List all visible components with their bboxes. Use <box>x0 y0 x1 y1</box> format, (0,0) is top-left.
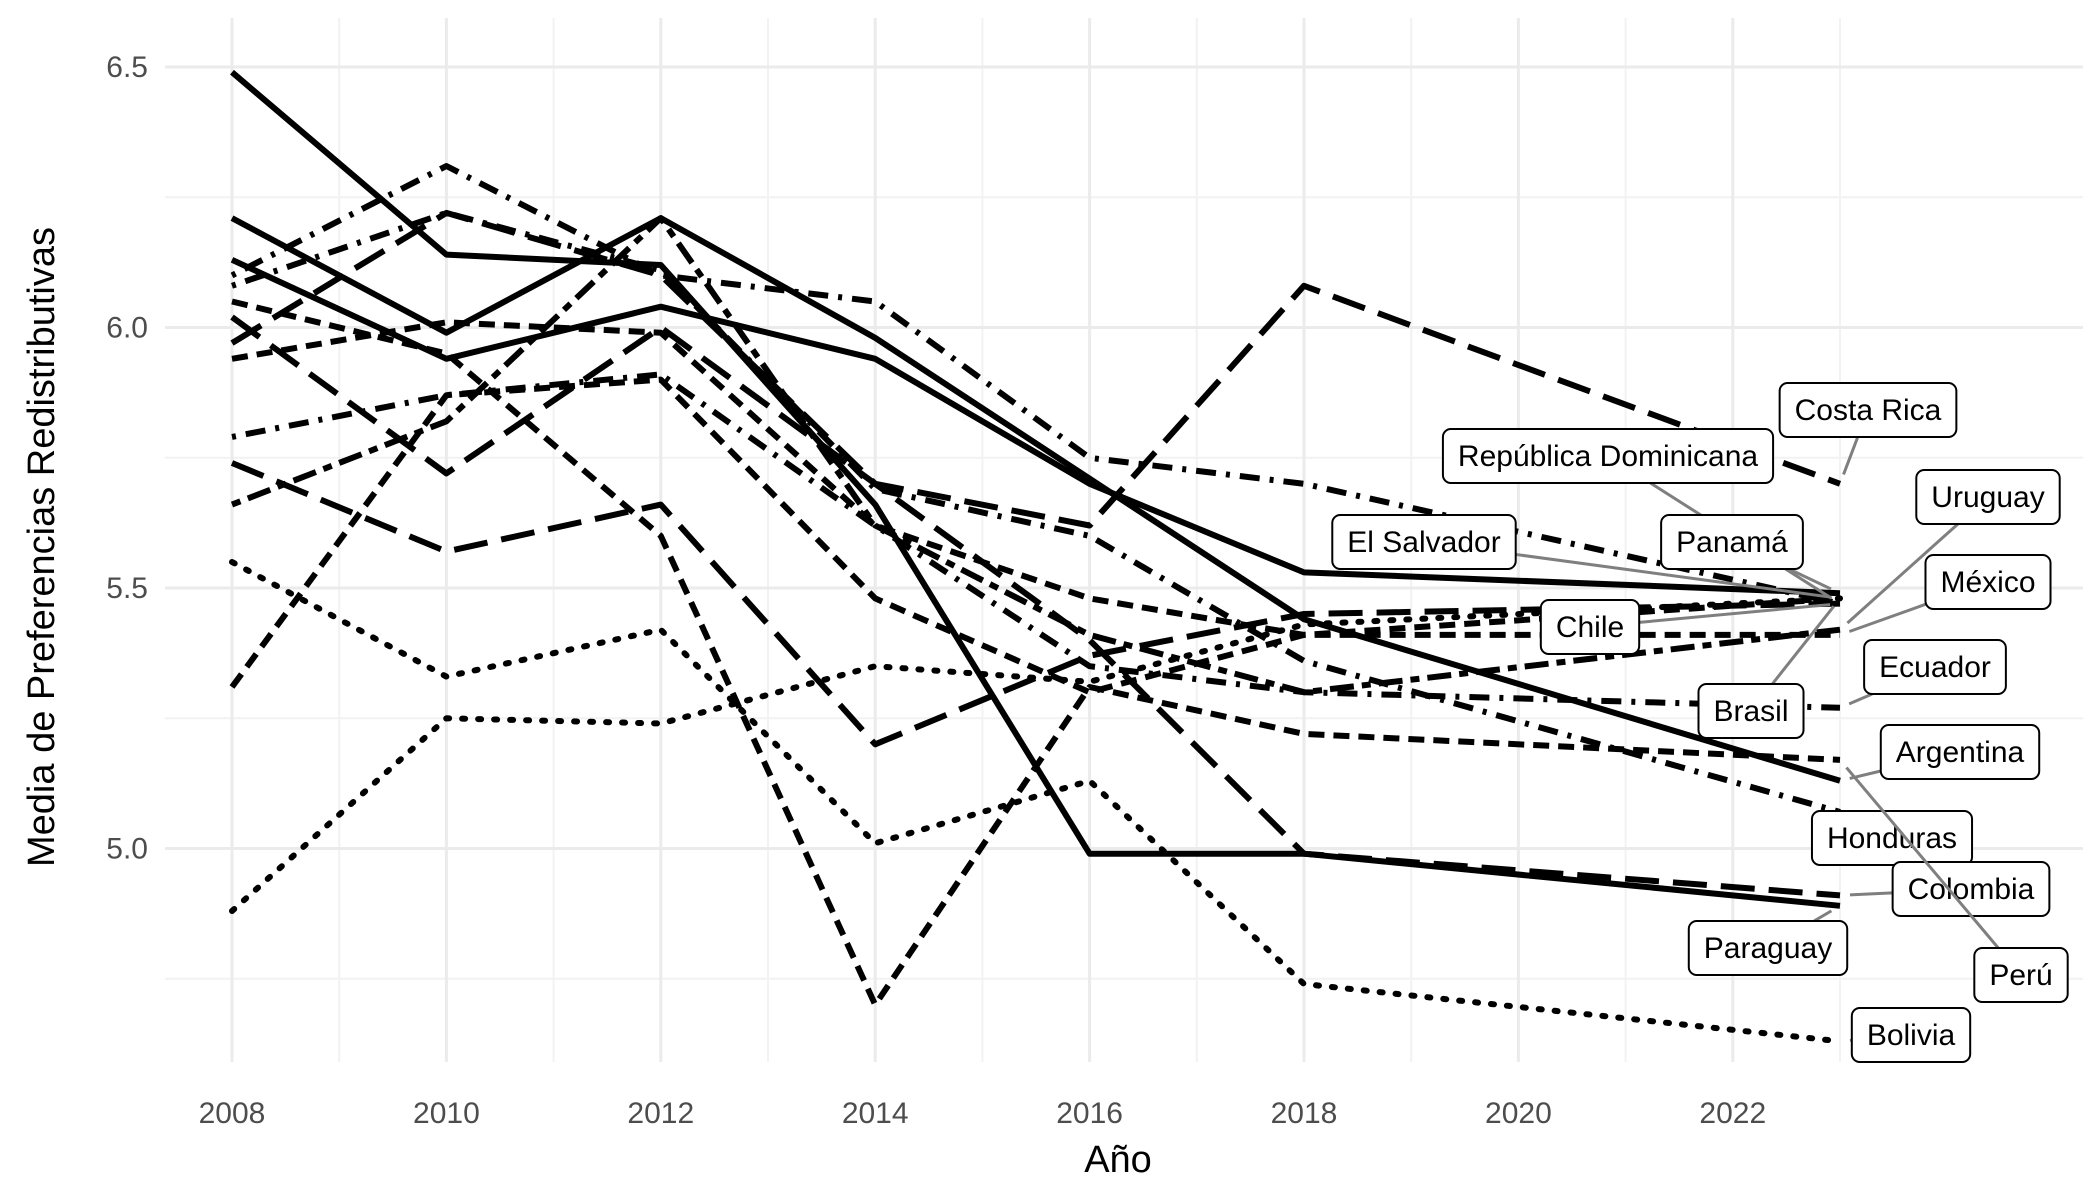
label-bolivia: Bolivia <box>1850 1007 1972 1063</box>
y-axis-ticks: 5.0 5.5 6.0 6.5 <box>106 51 148 866</box>
label-box <box>1539 599 1641 655</box>
label-box <box>1810 810 1974 866</box>
x-tick-label: 2016 <box>1056 1097 1123 1130</box>
label-text: Costa Rica <box>1795 394 1942 427</box>
label-text: Colombia <box>1908 873 2035 906</box>
label-box <box>1778 382 1958 438</box>
y-tick-label: 5.0 <box>106 833 148 866</box>
label-box <box>1863 639 2007 695</box>
series-lines <box>229 69 1843 1045</box>
label-leader-line <box>1813 909 1833 923</box>
series-line-ecuador <box>231 371 1841 711</box>
label-text: Panamá <box>1676 526 1788 559</box>
series-line-argentina <box>230 215 1841 784</box>
label-leader-line <box>1788 567 1832 591</box>
label-box <box>1660 514 1804 570</box>
x-tick-label: 2020 <box>1485 1097 1552 1130</box>
label-box <box>1973 947 2069 1003</box>
label-república-dominicana: República Dominicana <box>1441 428 1775 484</box>
x-tick-label: 2008 <box>199 1097 266 1130</box>
label-brasil: Brasil <box>1697 683 1805 739</box>
label-méxico: México <box>1924 554 2052 610</box>
label-text: Uruguay <box>1931 481 2044 514</box>
series-line-chile <box>230 460 1841 748</box>
label-text: Honduras <box>1827 822 1957 855</box>
label-perú: Perú <box>1973 947 2069 1003</box>
label-chile: Chile <box>1539 599 1641 655</box>
label-leader-line <box>1515 552 1831 599</box>
label-text: República Dominicana <box>1458 440 1758 473</box>
label-box <box>1915 469 2061 525</box>
label-text: Ecuador <box>1879 651 1991 684</box>
label-text: Paraguay <box>1704 932 1832 965</box>
y-tick-label: 6.5 <box>106 51 148 84</box>
label-text: Perú <box>1989 959 2052 992</box>
x-tick-label: 2022 <box>1699 1097 1766 1130</box>
series-line-méxico <box>229 376 1840 696</box>
label-box <box>1850 1007 1972 1063</box>
label-leader-line <box>1848 692 1873 706</box>
x-tick-label: 2012 <box>627 1097 694 1130</box>
label-text: Brasil <box>1713 695 1788 728</box>
label-costa-rica: Costa Rica <box>1778 382 1958 438</box>
label-box <box>1687 920 1849 976</box>
label-leader-line <box>1639 603 1831 624</box>
y-axis-title: Media de Preferencias Redistributivas <box>21 227 63 867</box>
x-tick-label: 2010 <box>413 1097 480 1130</box>
label-ecuador: Ecuador <box>1863 639 2007 695</box>
label-box <box>1879 724 2041 780</box>
series-line-república-dominicana <box>230 163 1841 607</box>
label-argentina: Argentina <box>1879 724 2041 780</box>
series-line-bolivia <box>229 559 1843 1045</box>
label-honduras: Honduras <box>1810 810 1974 866</box>
label-box <box>1331 514 1517 570</box>
label-leader-line <box>1848 602 1926 633</box>
label-paraguay: Paraguay <box>1687 920 1849 976</box>
label-leader-line <box>1846 522 1959 625</box>
label-leader-line <box>1771 605 1835 685</box>
label-uruguay: Uruguay <box>1915 469 2061 525</box>
x-tick-label: 2014 <box>842 1097 909 1130</box>
x-tick-label: 2018 <box>1271 1097 1338 1130</box>
x-axis-ticks: 2008 2010 2012 2014 2016 2018 2020 2022 <box>199 1097 1767 1130</box>
label-leader-line <box>1845 766 2000 949</box>
label-leader-line <box>1849 891 1893 897</box>
y-tick-label: 6.0 <box>106 312 148 345</box>
label-text: El Salvador <box>1347 526 1500 559</box>
label-panamá: Panamá <box>1660 514 1804 570</box>
country-labels: Costa Rica República Dominicana Uruguay El … <box>1331 382 2069 1063</box>
series-line-panamá <box>230 257 1841 597</box>
label-box <box>1697 683 1805 739</box>
label-leader-line <box>1842 436 1860 475</box>
label-colombia: Colombia <box>1891 861 2051 917</box>
label-text: Chile <box>1556 611 1624 644</box>
label-text: México <box>1940 566 2035 599</box>
label-box <box>1441 428 1775 484</box>
label-el-salvador: El Salvador <box>1331 514 1517 570</box>
series-line-paraguay <box>230 69 1841 909</box>
series-line-brasil <box>229 595 1843 914</box>
x-axis-title: Año <box>1084 1139 1152 1181</box>
y-tick-label: 5.5 <box>106 572 148 605</box>
label-box <box>1924 554 2052 610</box>
label-text: Argentina <box>1896 736 2025 769</box>
label-text: Bolivia <box>1867 1019 1956 1052</box>
